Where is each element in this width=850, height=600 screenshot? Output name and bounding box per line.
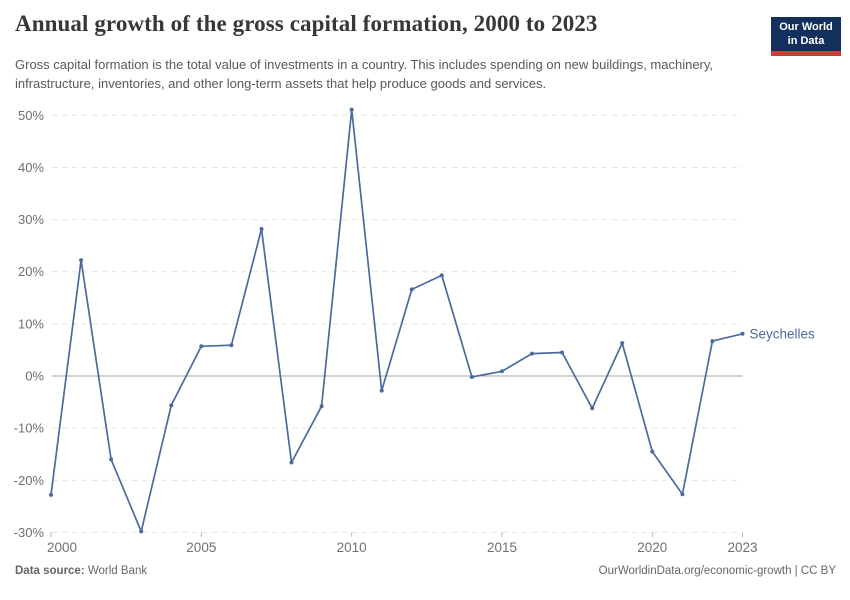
y-tick-label: 10%: [18, 316, 44, 331]
data-point: [469, 375, 474, 379]
y-tick-label: 0%: [25, 368, 44, 383]
data-point: [620, 341, 625, 346]
data-point: [259, 227, 264, 231]
data-point: [49, 492, 53, 497]
footer-credits: OurWorldinData.org/economic-growth | CC …: [599, 565, 836, 577]
x-tick-label: 2023: [727, 540, 757, 555]
x-tick-label: 2000: [47, 540, 77, 555]
data-point: [650, 449, 655, 454]
y-tick-label: 30%: [18, 212, 44, 227]
owid-logo[interactable]: Our World in Data: [771, 17, 841, 56]
y-tick-label: -30%: [14, 525, 45, 540]
y-tick-label: -20%: [14, 473, 45, 488]
data-point: [530, 351, 534, 356]
data-point: [289, 460, 294, 465]
data-point: [680, 492, 685, 497]
x-tick-label: 2015: [487, 540, 517, 555]
chart-subtitle: Gross capital formation is the total val…: [15, 57, 714, 92]
data-source: Data source: World Bank: [15, 565, 147, 577]
data-point: [79, 258, 84, 263]
data-point: [139, 529, 144, 534]
data-point: [379, 388, 384, 393]
data-point: [439, 273, 444, 278]
owid-logo-red-bar: [771, 50, 841, 56]
y-tick-label: 40%: [18, 160, 44, 175]
x-tick-label: 2005: [186, 540, 216, 555]
footer-license: | CC BY: [791, 565, 836, 577]
data-point: [169, 403, 174, 408]
data-point: [349, 107, 354, 112]
series-label[interactable]: Seychelles: [750, 326, 816, 341]
data-point: [109, 457, 114, 462]
data-point: [590, 406, 595, 411]
footer-url[interactable]: OurWorldinData.org/economic-growth: [598, 565, 792, 577]
x-tick-label: 2020: [637, 540, 667, 555]
data-point: [319, 404, 324, 409]
data-source-value: World Bank: [84, 565, 148, 577]
data-point: [229, 343, 234, 348]
owid-logo-line2: in Data: [787, 35, 825, 48]
chart-footer: Data source: World Bank OurWorldinData.o…: [15, 565, 836, 577]
y-tick-label: -10%: [14, 421, 45, 436]
owid-logo-text: Our World in Data: [771, 17, 841, 51]
x-tick-label: 2010: [337, 540, 367, 555]
data-point: [560, 350, 565, 355]
data-source-label: Data source:: [15, 565, 85, 577]
data-point: [199, 344, 204, 349]
data-point: [500, 369, 504, 374]
data-point: [710, 339, 715, 344]
page-title: Annual growth of the gross capital forma…: [15, 11, 598, 36]
y-tick-label: 20%: [18, 264, 44, 279]
owid-logo-line1: Our World: [779, 21, 833, 33]
data-line: [50, 108, 744, 533]
y-tick-label: 50%: [18, 108, 44, 123]
line-chart: -30% -20% -10% 0% 10% 20% 30% 40% 50% 2000 2005 201…: [14, 107, 816, 555]
data-point: [409, 287, 414, 292]
data-point: [740, 331, 745, 336]
